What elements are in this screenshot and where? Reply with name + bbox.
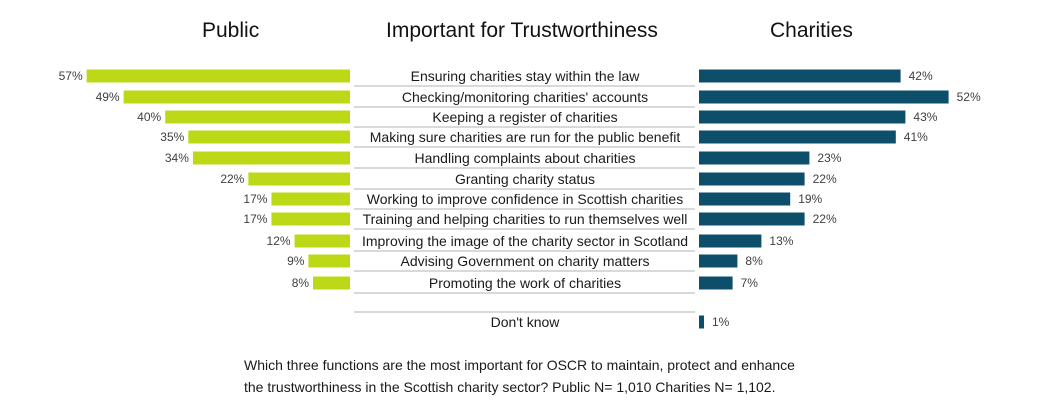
public-value-label: 17%	[243, 192, 267, 206]
caption-line-2: the trustworthiness in the Scottish char…	[244, 379, 776, 395]
public-bar	[188, 130, 350, 144]
category-label: Promoting the work of charities	[429, 275, 621, 291]
category-label: Granting charity status	[455, 171, 595, 187]
public-value-label: 9%	[287, 254, 305, 268]
public-bar	[123, 90, 351, 104]
public-bar	[192, 151, 350, 165]
category-label: Handling complaints about charities	[414, 150, 635, 166]
charities-bar	[699, 212, 805, 226]
charities-bar	[699, 172, 805, 186]
charities-value-label: 41%	[904, 130, 928, 144]
public-value-label: 22%	[220, 172, 244, 186]
charities-value-label: 22%	[813, 212, 837, 226]
charities-bar	[699, 276, 733, 290]
public-bar	[248, 172, 350, 186]
public-value-label: 34%	[165, 151, 189, 165]
public-bar	[294, 234, 350, 248]
public-value-label: 35%	[160, 130, 184, 144]
public-bar	[308, 254, 350, 268]
charities-value-label: 52%	[957, 90, 981, 104]
category-label: Working to improve confidence in Scottis…	[367, 191, 683, 207]
charities-bar	[699, 110, 906, 124]
charities-bar	[699, 151, 810, 165]
category-label: Don't know	[491, 314, 561, 330]
public-value-label: 49%	[96, 90, 120, 104]
chart-title: Important for Trustworthiness	[386, 19, 658, 42]
category-label: Making sure charities are run for the pu…	[370, 129, 681, 145]
charities-value-label: 43%	[913, 110, 937, 124]
charities-value-label: 1%	[712, 315, 730, 329]
charities-heading: Charities	[770, 19, 853, 42]
category-label: Ensuring charities stay within the law	[411, 68, 641, 84]
charities-value-label: 23%	[817, 151, 841, 165]
caption-line-1: Which three functions are the most impor…	[244, 357, 795, 373]
category-label: Advising Government on charity matters	[401, 253, 650, 269]
charities-value-label: 7%	[741, 276, 759, 290]
public-value-label: 8%	[292, 276, 310, 290]
charities-value-label: 13%	[769, 234, 793, 248]
public-bar	[271, 212, 350, 226]
charities-bar	[699, 90, 949, 104]
public-bar	[86, 69, 350, 83]
public-bar	[313, 276, 350, 290]
charities-value-label: 19%	[798, 192, 822, 206]
charities-bar	[699, 254, 738, 268]
public-value-label: 12%	[267, 234, 291, 248]
public-value-label: 57%	[59, 69, 83, 83]
charities-value-label: 22%	[813, 172, 837, 186]
category-label: Keeping a register of charities	[432, 109, 617, 125]
category-label: Improving the image of the charity secto…	[362, 233, 688, 249]
public-bar	[165, 110, 350, 124]
category-label: Checking/monitoring charities' accounts	[402, 89, 648, 105]
public-value-label: 17%	[243, 212, 267, 226]
public-heading: Public	[202, 19, 260, 42]
charities-bar	[699, 69, 901, 83]
public-bar	[271, 192, 350, 206]
charities-bar	[699, 130, 896, 144]
category-label: Training and helping charities to run th…	[363, 211, 688, 227]
charities-bar	[699, 192, 791, 206]
charities-value-label: 8%	[745, 254, 763, 268]
charities-bar	[699, 315, 704, 329]
charities-value-label: 42%	[909, 69, 933, 83]
charities-bar	[699, 234, 762, 248]
public-value-label: 40%	[137, 110, 161, 124]
